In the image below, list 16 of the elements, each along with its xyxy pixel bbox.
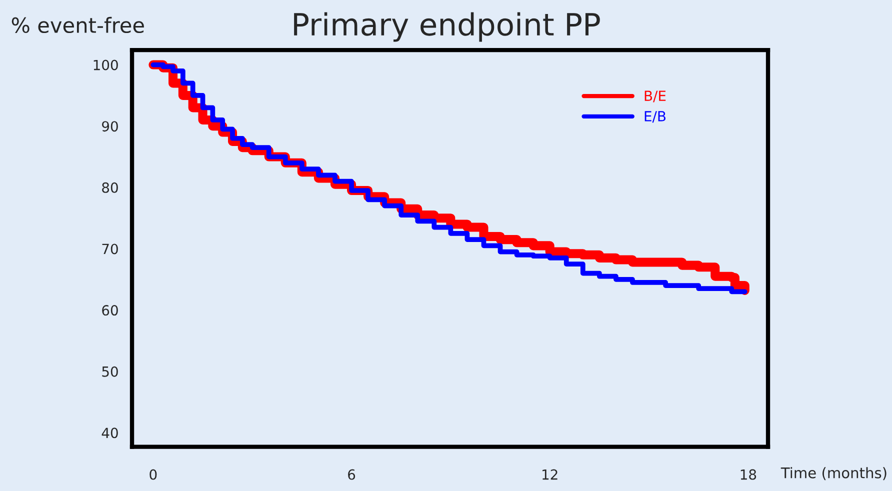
x-tick-label: 6 <box>348 469 356 480</box>
y-tick-label: 40 <box>102 428 118 438</box>
x-tick-label: 18 <box>740 469 756 480</box>
y-tick-label: 80 <box>102 182 118 193</box>
x-tick-label: 12 <box>542 469 558 480</box>
y-tick-label: 50 <box>102 366 118 377</box>
y-axis-title: % event-free <box>12 16 144 34</box>
y-tick-label: 60 <box>102 305 118 316</box>
legend-label: E/B <box>644 111 666 123</box>
x-tick-label: 0 <box>150 469 157 480</box>
chart-title: Primary endpoint PP <box>294 12 600 42</box>
x-axis-title: Time (months) <box>780 467 886 480</box>
legend-label: B/E <box>644 90 666 102</box>
y-tick-label: 90 <box>102 121 118 132</box>
y-tick-label: 100 <box>94 60 118 70</box>
y-tick-label: 70 <box>102 244 118 254</box>
